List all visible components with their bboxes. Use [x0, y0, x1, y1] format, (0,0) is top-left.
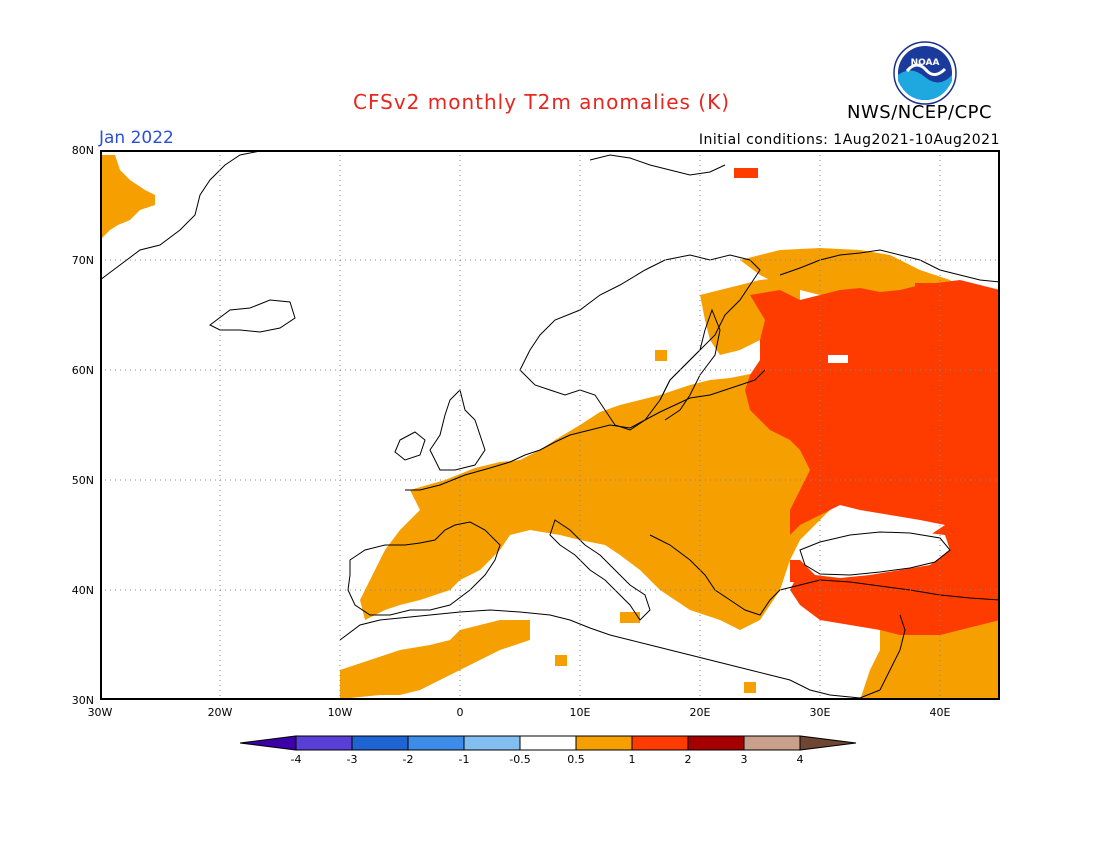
colorbar	[240, 735, 857, 751]
map-title: CFSv2 monthly T2m anomalies (K)	[353, 90, 730, 114]
lon-label-30w: 30W	[87, 706, 113, 719]
colorbar-segment	[407, 735, 465, 751]
colorbar-tick-minus-2: -2	[402, 753, 414, 766]
colorbar-segment	[631, 735, 689, 751]
colorbar-tick-minus-0-5: -0.5	[509, 753, 531, 766]
coastlines	[100, 150, 1000, 699]
lat-label-80n: 80N	[71, 144, 94, 157]
colorbar-tick-3: 3	[740, 753, 748, 766]
lat-label-60n: 60N	[71, 364, 94, 377]
colorbar-segment	[575, 735, 633, 751]
lat-label-30n: 30N	[71, 694, 94, 707]
colorbar-tick-minus-1: -1	[458, 753, 470, 766]
logo-text: NOAA	[911, 58, 940, 68]
colorbar-segment	[519, 735, 577, 751]
colorbar-arrow-high	[799, 735, 857, 751]
colorbar-segment	[351, 735, 409, 751]
graticule	[100, 150, 1000, 700]
lon-label-10e: 10E	[569, 706, 591, 719]
agency-label: NWS/NCEP/CPC	[847, 102, 993, 123]
forecast-month: Jan 2022	[99, 128, 174, 148]
colorbar-tick-1: 1	[628, 753, 636, 766]
anomaly-neutral-holes	[800, 355, 950, 578]
noaa-logo-icon: NOAA	[893, 41, 957, 105]
colorbar-segment	[295, 735, 353, 751]
colorbar-segment	[743, 735, 801, 751]
lon-label-20e: 20E	[689, 706, 711, 719]
colorbar-segment	[687, 735, 745, 751]
lat-label-70n: 70N	[71, 254, 94, 267]
colorbar-arrow-low	[240, 735, 297, 751]
anomaly-map	[100, 150, 1000, 700]
colorbar-tick-4: 4	[796, 753, 804, 766]
lat-label-40n: 40N	[71, 584, 94, 597]
lat-label-50n: 50N	[71, 474, 94, 487]
lon-label-20w: 20W	[207, 706, 233, 719]
colorbar-segment	[463, 735, 521, 751]
lon-label-10w: 10W	[327, 706, 353, 719]
colorbar-tick-0-5: 0.5	[567, 753, 585, 766]
map-frame	[100, 150, 1000, 700]
colorbar-tick-minus-4: -4	[290, 753, 302, 766]
colorbar-tick-2: 2	[684, 753, 692, 766]
initial-conditions: Initial conditions: 1Aug2021-10Aug2021	[698, 132, 1000, 148]
lon-label-30e: 30E	[809, 706, 831, 719]
lon-label-0: 0	[456, 706, 464, 719]
colorbar-tick-minus-3: -3	[346, 753, 358, 766]
lon-label-40e: 40E	[929, 706, 951, 719]
